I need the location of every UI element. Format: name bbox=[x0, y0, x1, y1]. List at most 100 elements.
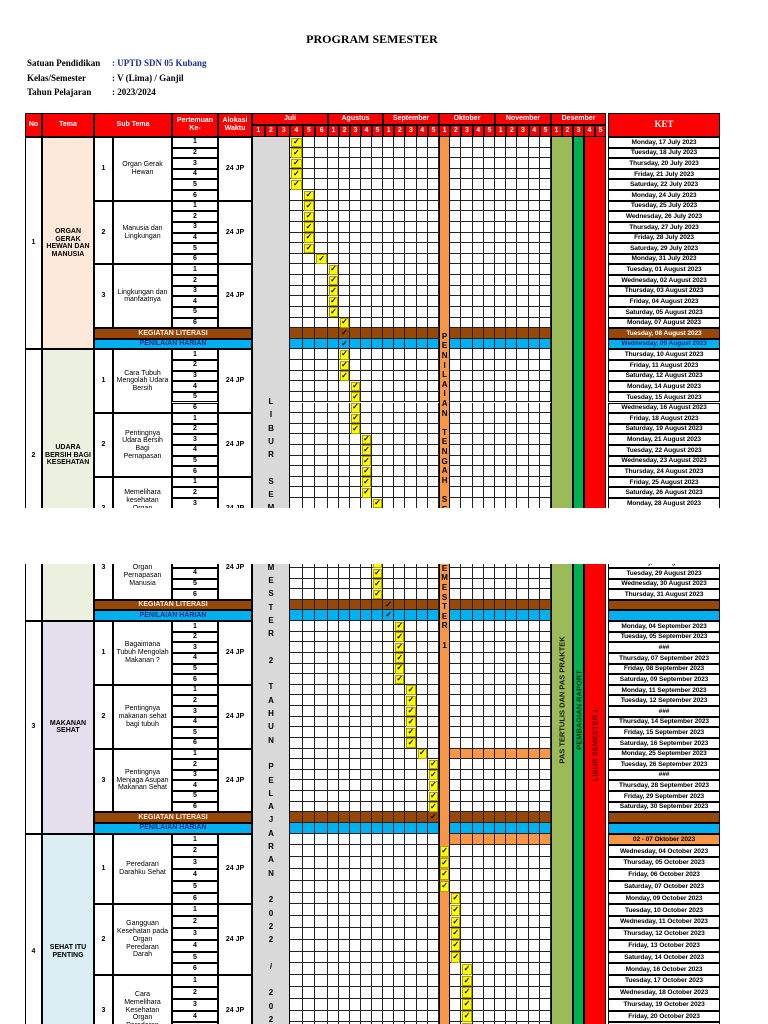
week-cell bbox=[394, 243, 406, 254]
week-cell bbox=[517, 1010, 529, 1023]
week-cell bbox=[361, 253, 372, 265]
week-cell bbox=[361, 892, 372, 905]
week-cell bbox=[539, 568, 551, 579]
week-cell bbox=[472, 1010, 484, 1023]
week-cell bbox=[361, 568, 372, 579]
week-cell bbox=[517, 190, 529, 201]
check-icon: ✓ bbox=[395, 632, 405, 642]
week-cell bbox=[350, 975, 361, 987]
week-cell bbox=[495, 610, 507, 622]
week-cell bbox=[339, 243, 350, 254]
header-week: 1 bbox=[551, 125, 562, 137]
week-cell bbox=[539, 476, 551, 488]
week-cell bbox=[427, 621, 439, 632]
pts-letter: I bbox=[438, 361, 452, 371]
week-cell bbox=[328, 211, 339, 222]
week-cell bbox=[483, 487, 495, 499]
week-cell bbox=[427, 243, 439, 254]
week-cell bbox=[328, 338, 339, 350]
libur-semester-2-letter: S bbox=[264, 477, 278, 487]
kegiatan-literasi-row: KEGIATAN LITERASI bbox=[94, 599, 252, 611]
week-cell bbox=[528, 769, 540, 781]
week-cell bbox=[483, 868, 495, 881]
week-cell bbox=[350, 951, 361, 964]
week-cell bbox=[506, 904, 518, 917]
header-month: September bbox=[383, 113, 439, 125]
week-cell bbox=[472, 402, 484, 414]
week-cell bbox=[517, 998, 529, 1011]
week-cell bbox=[339, 137, 350, 148]
week-cell bbox=[483, 684, 495, 696]
week-cell bbox=[290, 791, 303, 802]
week-cell bbox=[416, 370, 428, 382]
week-cell bbox=[517, 845, 529, 858]
week-cell bbox=[539, 621, 551, 632]
week-cell bbox=[495, 158, 507, 169]
week-cell bbox=[450, 631, 462, 643]
week-cell bbox=[539, 769, 551, 781]
week-cell bbox=[528, 1010, 540, 1023]
week-cell bbox=[405, 904, 417, 917]
week-cell bbox=[461, 589, 473, 600]
week-cell bbox=[450, 147, 462, 159]
week-cell bbox=[405, 951, 417, 964]
week-cell bbox=[328, 904, 339, 917]
week-cell bbox=[350, 296, 361, 307]
week-cell bbox=[302, 578, 316, 590]
week-cell bbox=[539, 589, 551, 600]
week-cell bbox=[339, 599, 350, 611]
week-cell bbox=[506, 880, 518, 893]
week-cell bbox=[517, 1022, 529, 1024]
info-value: : 2023/2024 bbox=[112, 87, 156, 97]
week-cell bbox=[405, 975, 417, 987]
week-cell bbox=[361, 684, 372, 696]
week-cell bbox=[517, 568, 529, 579]
week-cell bbox=[290, 652, 303, 664]
week-cell bbox=[302, 589, 316, 600]
week-cell bbox=[483, 317, 495, 329]
week-cell bbox=[506, 695, 518, 707]
week-cell bbox=[450, 833, 462, 846]
header-week: 2 bbox=[264, 125, 278, 137]
week-cell bbox=[339, 578, 350, 590]
header-no: No bbox=[25, 113, 42, 137]
week-cell bbox=[328, 822, 339, 834]
week-cell bbox=[461, 621, 473, 632]
check-icon: ✓ bbox=[362, 487, 371, 498]
check-icon: ✓ bbox=[451, 940, 461, 951]
week-cell bbox=[315, 243, 328, 254]
week-cell bbox=[495, 951, 507, 964]
week-cell bbox=[517, 748, 529, 760]
week-cell bbox=[416, 769, 428, 781]
header-tema: Tema bbox=[42, 113, 94, 137]
tema-number: 2 bbox=[25, 564, 42, 622]
libur-semester-2-letter: A bbox=[264, 855, 278, 865]
week-cell bbox=[461, 296, 473, 307]
week-cell bbox=[495, 599, 507, 611]
week-cell bbox=[483, 498, 495, 508]
pertemuan-number: 5 bbox=[172, 1022, 218, 1024]
week-cell bbox=[506, 349, 518, 360]
header-week: 1 bbox=[252, 125, 265, 137]
week-cell bbox=[339, 868, 350, 881]
week-cell bbox=[483, 243, 495, 254]
week-cell bbox=[372, 349, 383, 360]
week-cell bbox=[383, 759, 395, 770]
week-cell bbox=[361, 243, 372, 254]
week-cell bbox=[315, 674, 328, 685]
pertemuan-number: 3 bbox=[172, 706, 218, 717]
week-cell bbox=[528, 684, 540, 696]
week-cell bbox=[427, 221, 439, 233]
pertemuan-number: 2 bbox=[172, 916, 218, 928]
week-cell bbox=[315, 168, 328, 180]
week-cell bbox=[517, 727, 529, 738]
week-cell bbox=[339, 780, 350, 792]
week-cell bbox=[483, 631, 495, 643]
week-cell bbox=[372, 939, 383, 952]
week-cell bbox=[427, 285, 439, 297]
week-cell bbox=[517, 833, 529, 846]
week-cell bbox=[394, 360, 406, 371]
week-cell bbox=[405, 402, 417, 414]
week-cell bbox=[461, 285, 473, 297]
week-cell bbox=[372, 748, 383, 760]
